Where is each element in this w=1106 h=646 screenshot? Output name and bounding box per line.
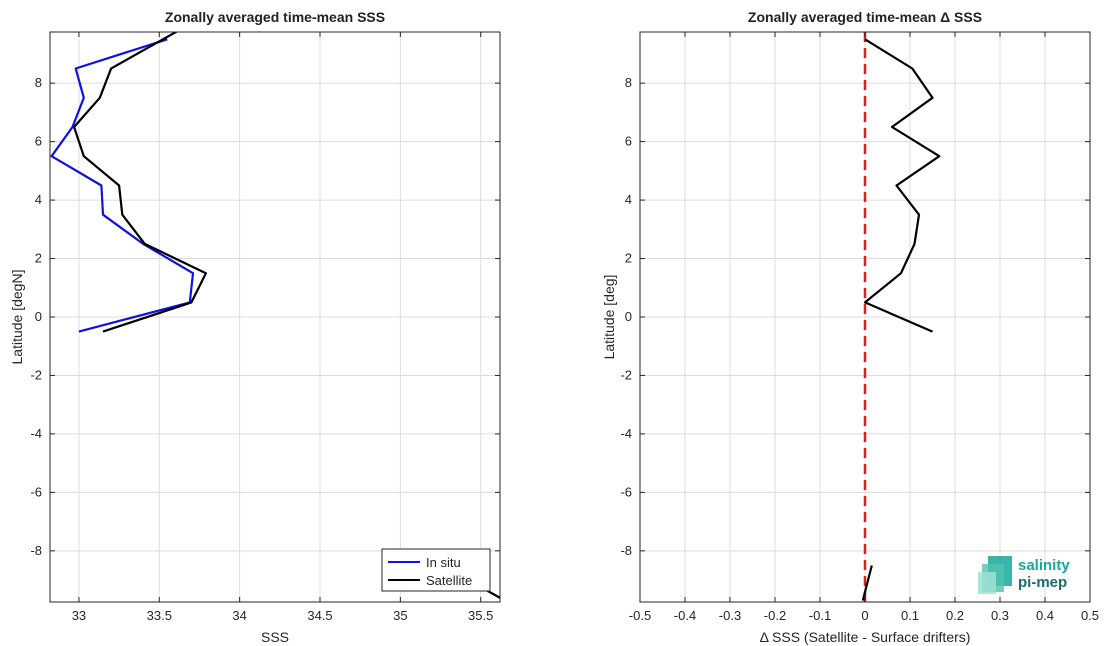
x-tick-label: 0.5: [1081, 608, 1099, 623]
y-tick-label: -8: [620, 543, 632, 558]
y-tick-label: 8: [625, 75, 632, 90]
y-tick-label: -4: [620, 426, 632, 441]
x-tick-label: 35.5: [468, 608, 493, 623]
legend-box: [381, 548, 491, 592]
logo-text-salinity: salinity: [1018, 557, 1070, 574]
y-tick-label: 6: [35, 134, 42, 149]
y-tick-label: 2: [625, 251, 632, 266]
series-line-satellite: [72, 32, 207, 333]
series-sss: [50, 32, 500, 600]
ticks-delta-sss: -0.5 -0.4 -0.3 -0.2 -0.1 0 0.1 0.2 0.3 0.4 0.5 -8 -6…: [620, 32, 1099, 623]
x-tick-label: 0.3: [991, 608, 1009, 623]
x-axis-label-sss: SSS: [261, 629, 289, 645]
y-tick-label: 4: [35, 192, 42, 207]
x-tick-label: -0.4: [674, 608, 696, 623]
panel-delta-sss: Zonally averaged time-mean Δ SSS -0.5 -0.…: [601, 9, 1099, 645]
x-tick-label: 34: [232, 608, 246, 623]
y-axis-label-sss: Latitude [degN]: [9, 270, 25, 365]
series-line-in-situ: [50, 38, 195, 333]
y-tick-label: 0: [625, 309, 632, 324]
legend: In situ Satellite: [381, 548, 491, 592]
y-tick-label: -2: [30, 367, 42, 382]
y-tick-label: 2: [35, 251, 42, 266]
ticks-sss: 33 33.5 34 34.5 35 35.5 -8 -6 -4 -2 0 2 4 6 8: [30, 32, 500, 623]
x-tick-label: 34.5: [307, 608, 332, 623]
y-tick-label: -6: [620, 484, 632, 499]
x-tick-label: 33.5: [147, 608, 172, 623]
panel-sss: Zonally averaged time-mean SSS 33 33.5 34 3…: [9, 9, 501, 645]
legend-label-in-situ: In situ: [426, 555, 461, 570]
x-tick-label: 0.2: [946, 608, 964, 623]
x-axis-label-delta-sss: Δ SSS (Satellite - Surface drifters): [760, 629, 971, 645]
y-tick-label: -4: [30, 426, 42, 441]
series-line-unnamed-1: [861, 565, 873, 601]
y-tick-label: 8: [35, 75, 42, 90]
y-tick-label: 4: [625, 192, 632, 207]
salinity-pi-mep-logo: salinity pi-mep: [978, 556, 1070, 594]
series-line-unnamed-0: [863, 38, 941, 333]
x-tick-label: -0.3: [719, 608, 741, 623]
x-tick-label: -0.2: [764, 608, 786, 623]
chart-title-delta-sss: Zonally averaged time-mean Δ SSS: [748, 9, 982, 25]
chart-title-sss: Zonally averaged time-mean SSS: [165, 9, 385, 25]
x-tick-label: 33: [72, 608, 86, 623]
series-delta-sss: [861, 38, 941, 601]
logo-emblem-icon: [978, 556, 1012, 594]
y-tick-label: 6: [625, 134, 632, 149]
x-tick-label: 0.1: [901, 608, 919, 623]
y-axis-label-delta-sss: Latitude [deg]: [601, 275, 617, 360]
x-tick-label: 35: [393, 608, 407, 623]
y-tick-label: -6: [30, 484, 42, 499]
y-tick-label: -2: [620, 367, 632, 382]
x-tick-label: -0.5: [629, 608, 651, 623]
legend-label-satellite: Satellite: [426, 573, 472, 588]
logo-text-pi-mep: pi-mep: [1018, 574, 1067, 591]
grid-sss: [50, 32, 500, 602]
x-tick-label: -0.1: [809, 608, 831, 623]
x-tick-label: 0: [861, 608, 868, 623]
y-tick-label: -8: [30, 543, 42, 558]
x-tick-label: 0.4: [1036, 608, 1054, 623]
y-tick-label: 0: [35, 309, 42, 324]
